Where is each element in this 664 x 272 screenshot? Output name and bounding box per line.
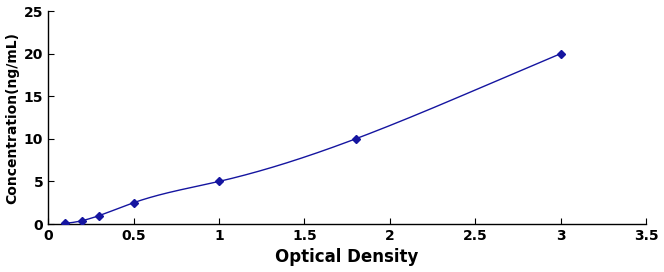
- Y-axis label: Concentration(ng/mL): Concentration(ng/mL): [5, 32, 19, 203]
- X-axis label: Optical Density: Optical Density: [276, 248, 419, 267]
